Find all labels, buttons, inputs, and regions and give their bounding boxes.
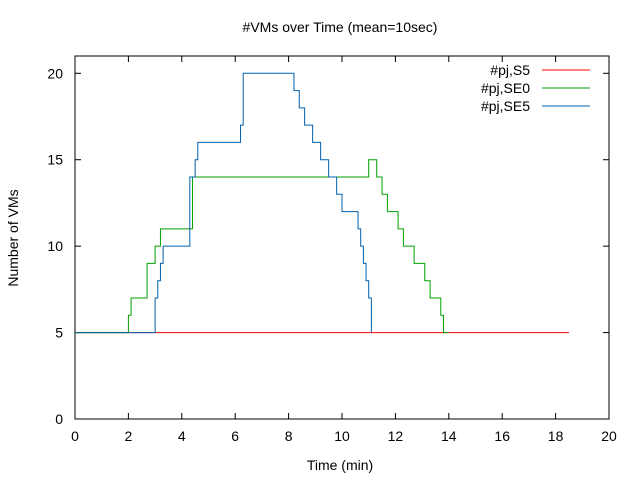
series-lines	[75, 72, 569, 334]
legend: #pj,S5 #pj,SE0 #pj,SE5	[481, 62, 590, 114]
y-axis: 0 5 10 15 20	[47, 65, 609, 427]
chart-title: #VMs over Time (mean=10sec)	[243, 19, 438, 35]
x-tick-label: 8	[285, 428, 293, 444]
x-tick-label: 6	[231, 428, 239, 444]
x-axis-label: Time (min)	[307, 457, 373, 473]
x-tick-label: 4	[178, 428, 186, 444]
x-tick-label: 14	[441, 428, 457, 444]
x-tick-label: 18	[548, 428, 564, 444]
y-tick-label: 5	[55, 325, 63, 341]
y-tick-label: 10	[47, 238, 63, 254]
legend-label: #pj,SE5	[481, 98, 530, 114]
x-tick-label: 10	[334, 428, 350, 444]
legend-label: #pj,SE0	[481, 80, 530, 96]
x-tick-label: 2	[125, 428, 133, 444]
x-tick-label: 0	[71, 428, 79, 444]
y-axis-label: Number of VMs	[5, 189, 21, 286]
x-tick-label: 20	[601, 428, 617, 444]
legend-label: #pj,S5	[490, 62, 530, 78]
series-line-2	[75, 72, 372, 334]
x-tick-label: 16	[494, 428, 510, 444]
series-line-1	[75, 159, 449, 334]
x-axis: 0 2 4 6 8 10 12 14 16 18 20	[71, 56, 617, 444]
x-tick-label: 12	[388, 428, 404, 444]
y-tick-label: 20	[47, 65, 63, 81]
y-tick-label: 15	[47, 152, 63, 168]
y-tick-label: 0	[55, 411, 63, 427]
